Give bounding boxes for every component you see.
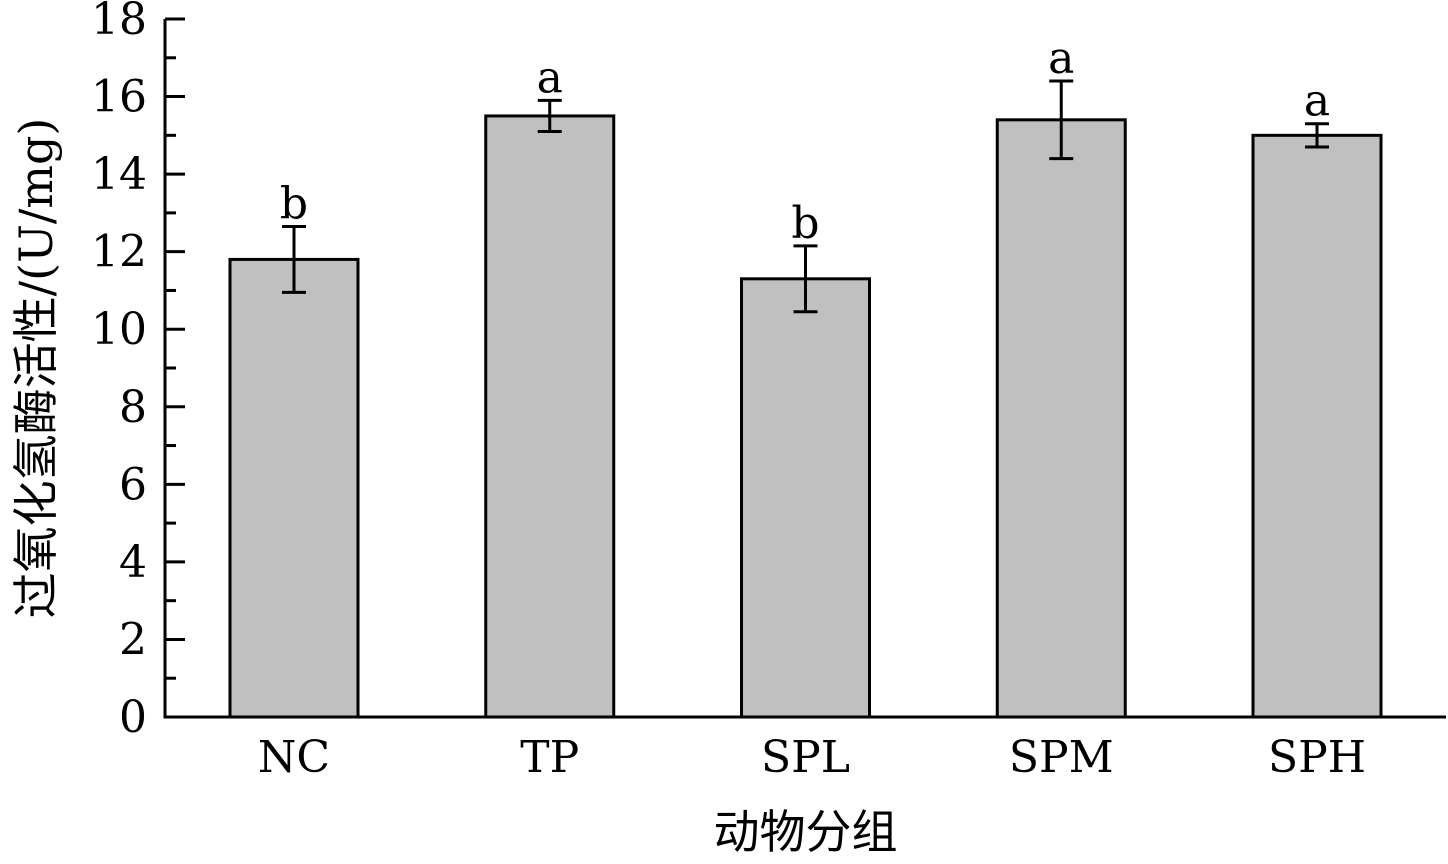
y-tick-label: 16	[91, 72, 147, 123]
significance-label: a	[1304, 76, 1330, 127]
x-tick-labels: NC TP SPL SPM SPH	[258, 732, 1366, 783]
significance-label: a	[1048, 33, 1074, 84]
x-tick-label: SPM	[1009, 732, 1114, 783]
bar	[740, 277, 871, 719]
bar	[484, 114, 616, 719]
significance-label: b	[280, 178, 308, 229]
significance-label: a	[537, 52, 563, 103]
bar	[1251, 133, 1383, 719]
bar	[228, 257, 360, 719]
x-tick-label: SPL	[761, 732, 850, 783]
y-ticks: 0 2 4 6 8 10 12 14 16 18	[91, 0, 185, 743]
y-tick-label: 4	[119, 537, 147, 588]
y-tick-label: 0	[119, 692, 147, 743]
x-axis-title: 动物分组	[714, 805, 898, 859]
y-tick-label: 14	[91, 149, 147, 200]
y-axis-title: 过氧化氢酶活性/(U/mg)	[9, 118, 63, 619]
y-tick-label: 8	[119, 382, 147, 433]
bar	[995, 118, 1127, 719]
y-tick-label: 12	[91, 227, 147, 278]
x-tick-label: NC	[258, 732, 330, 783]
significance-label: b	[791, 198, 819, 249]
x-tick-label: SPH	[1268, 732, 1366, 783]
y-tick-label: 18	[91, 0, 147, 45]
bars-layer: b a b a a	[228, 33, 1383, 719]
y-tick-label: 2	[119, 614, 147, 665]
y-tick-label: 6	[119, 459, 147, 510]
x-tick-label: TP	[520, 732, 579, 783]
y-tick-label: 10	[91, 304, 147, 355]
